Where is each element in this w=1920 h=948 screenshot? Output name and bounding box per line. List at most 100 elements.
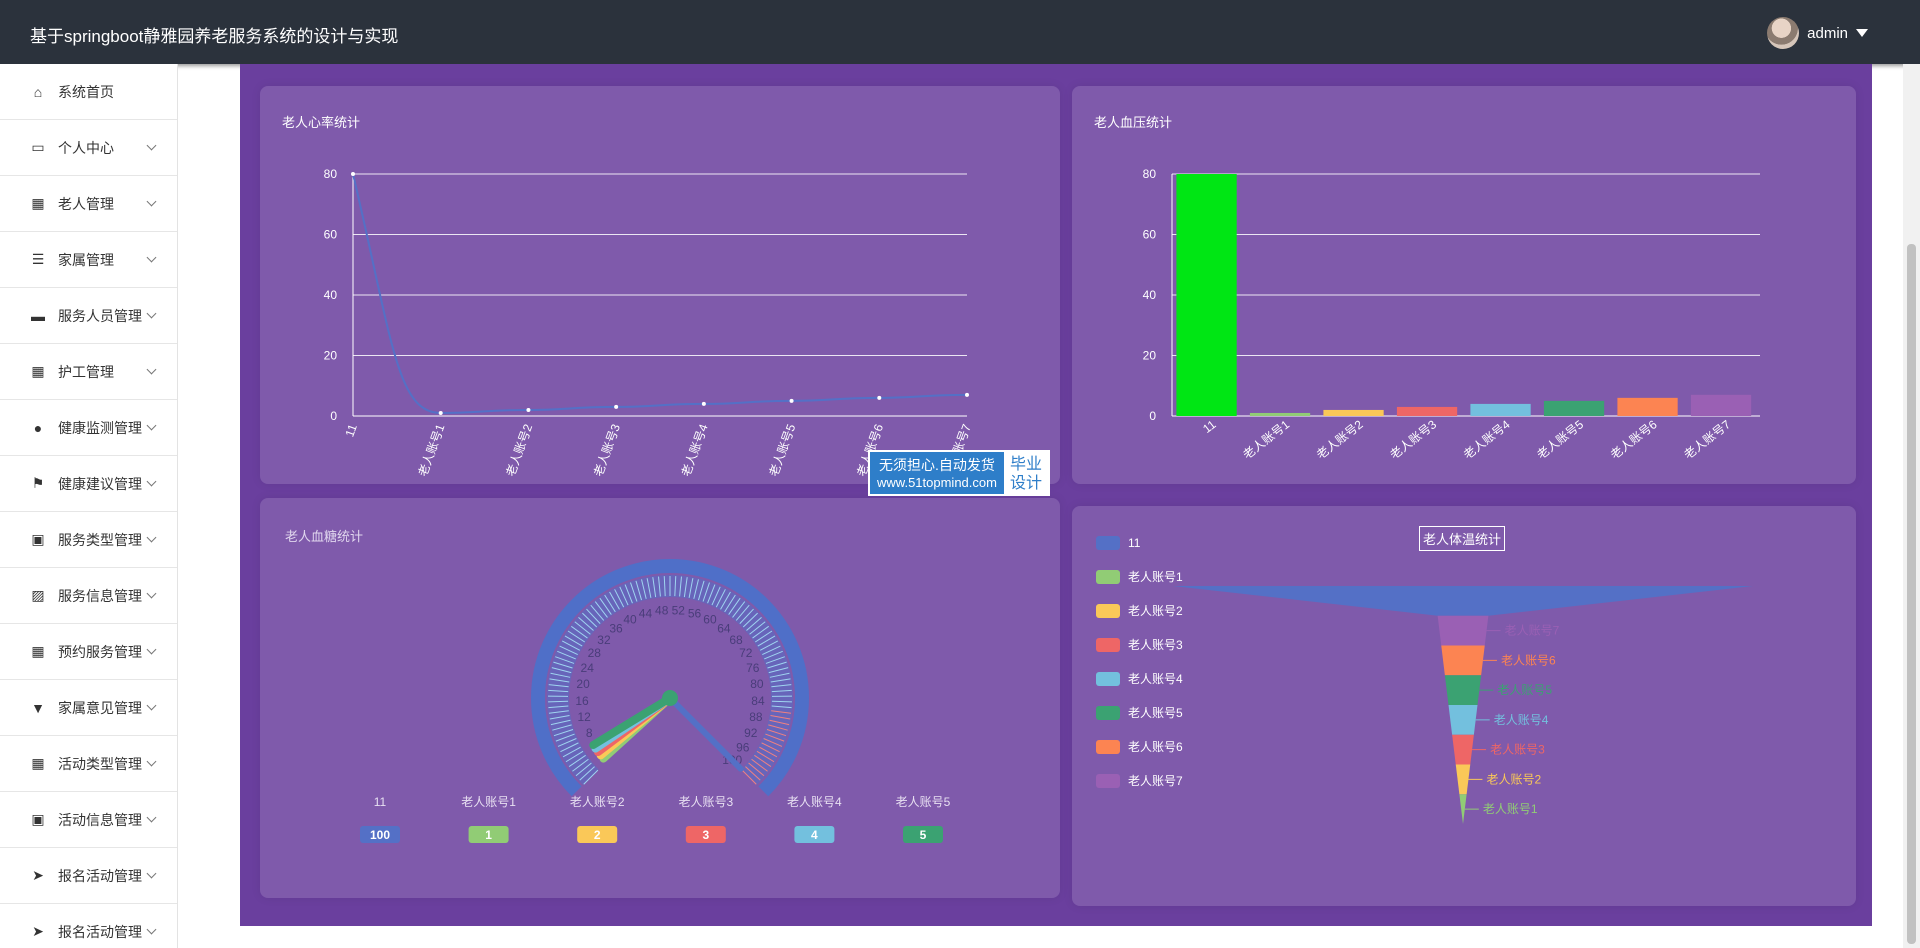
blood-pressure-bar[interactable] xyxy=(1176,174,1237,416)
gauge-tick xyxy=(754,630,773,643)
gauge-tick xyxy=(745,766,761,781)
funnel-legend-label[interactable]: 老人账号5 xyxy=(1128,706,1183,720)
gauge-tick xyxy=(770,678,791,683)
blood-pressure-bar[interactable] xyxy=(1396,406,1458,416)
blood-pressure-bar[interactable] xyxy=(1249,412,1311,416)
blood-pressure-bar[interactable] xyxy=(1617,397,1678,416)
blood-pressure-bar[interactable] xyxy=(1690,394,1752,416)
blood-pressure-xtick-label: 11 xyxy=(1200,417,1219,436)
funnel-legend-swatch[interactable] xyxy=(1096,604,1120,618)
sidebar-item-10[interactable]: ▨ 服务信息管理 xyxy=(0,568,177,624)
funnel-legend-label[interactable]: 老人账号4 xyxy=(1128,672,1183,686)
sidebar-item-12[interactable]: ▼ 家属意见管理 xyxy=(0,680,177,736)
gauge-tick xyxy=(732,601,746,618)
sidebar-item-7[interactable]: ● 健康监测管理 xyxy=(0,400,177,456)
gauge-outer-ring xyxy=(531,559,809,797)
gauge-tick-label: 96 xyxy=(736,740,750,754)
funnel-legend-swatch[interactable] xyxy=(1096,774,1120,788)
funnel-segment[interactable] xyxy=(1448,705,1478,735)
funnel-segment[interactable] xyxy=(1459,794,1467,824)
gauge-tick xyxy=(583,769,599,785)
blood-pressure-xtick-label: 老人账号6 xyxy=(1608,417,1660,462)
gauge-series-name: 11 xyxy=(374,795,387,809)
page-scrollbar[interactable] xyxy=(1903,64,1920,948)
sidebar-item-4[interactable]: ☰ 家属管理 xyxy=(0,232,177,288)
funnel-legend-swatch[interactable] xyxy=(1096,740,1120,754)
funnel-segment[interactable] xyxy=(1437,615,1489,646)
sidebar-item-16[interactable]: ➤ 报名活动管理 xyxy=(0,904,177,948)
chevron-down-icon xyxy=(146,308,157,319)
blood-pressure-xtick-label: 老人账号3 xyxy=(1387,417,1439,462)
heart-rate-ytick-label: 0 xyxy=(330,409,337,423)
sidebar-item-15[interactable]: ➤ 报名活动管理 xyxy=(0,848,177,904)
blood-pressure-bar[interactable] xyxy=(1470,403,1531,416)
heart-rate-ytick-label: 60 xyxy=(324,228,338,242)
chevron-down-icon xyxy=(146,476,157,487)
heart-rate-point[interactable] xyxy=(877,395,882,400)
blood-pressure-xtick-label: 老人账号2 xyxy=(1314,417,1366,462)
heart-rate-point[interactable] xyxy=(526,407,531,412)
gauge-tick xyxy=(769,719,790,726)
gauge-series-name: 老人账号5 xyxy=(896,795,951,809)
sidebar-item-14[interactable]: ▣ 活动信息管理 xyxy=(0,792,177,848)
blood-pressure-bar[interactable] xyxy=(1323,409,1384,416)
heart-rate-point[interactable] xyxy=(701,401,706,406)
chevron-down-icon xyxy=(146,140,157,151)
funnel-legend-swatch[interactable] xyxy=(1096,706,1120,720)
gauge-tick xyxy=(757,635,776,647)
funnel-legend-swatch[interactable] xyxy=(1096,638,1120,652)
username[interactable]: admin xyxy=(1807,24,1848,42)
sidebar-item-5[interactable]: ▬ 服务人员管理 xyxy=(0,288,177,344)
funnel-legend-label[interactable]: 老人账号6 xyxy=(1128,740,1183,754)
gauge-tick-label: 24 xyxy=(581,661,595,675)
heart-rate-panel: 老人心率统计 0 20 40 60 80 11 老人账号1 老人账号2 老人账号3 老人账号4 老人… xyxy=(260,86,1060,484)
heart-rate-point[interactable] xyxy=(438,410,443,415)
gauge-tick xyxy=(575,762,592,777)
sidebar-item-1[interactable]: ⌂ 系统首页 xyxy=(0,64,177,120)
funnel-segment[interactable] xyxy=(1441,645,1485,676)
sidebar-item-2[interactable]: ▭ 个人中心 xyxy=(0,120,177,176)
heart-rate-point[interactable] xyxy=(351,172,355,176)
gauge-pointer xyxy=(589,694,674,750)
send-icon: ➤ xyxy=(32,923,44,939)
funnel-segment[interactable] xyxy=(1173,586,1753,616)
bulb-icon: ● xyxy=(33,419,43,436)
caret-down-icon[interactable] xyxy=(1856,29,1868,37)
chevron-down-icon xyxy=(146,532,157,543)
funnel-segment[interactable] xyxy=(1455,764,1471,795)
heart-rate-point[interactable] xyxy=(965,392,969,397)
funnel-legend-swatch[interactable] xyxy=(1096,672,1120,686)
gauge-tick xyxy=(586,608,601,624)
funnel-legend-swatch[interactable] xyxy=(1096,570,1120,584)
avatar[interactable] xyxy=(1767,17,1800,49)
chevron-down-icon xyxy=(146,812,157,823)
body-temp-title: 老人体温统计 xyxy=(1419,526,1506,551)
funnel-legend-label[interactable]: 老人账号2 xyxy=(1128,604,1183,618)
funnel-legend-label[interactable]: 老人账号1 xyxy=(1128,570,1183,584)
funnel-segment[interactable] xyxy=(1444,675,1482,705)
sidebar-item-13[interactable]: ▦ 活动类型管理 xyxy=(0,736,177,792)
funnel-legend-label[interactable]: 老人账号7 xyxy=(1128,774,1183,788)
scrollbar-thumb[interactable] xyxy=(1907,244,1916,944)
sidebar-item-8[interactable]: ⚑ 健康建议管理 xyxy=(0,456,177,512)
sidebar-item-11[interactable]: ▦ 预约服务管理 xyxy=(0,624,177,680)
heart-rate-point[interactable] xyxy=(789,398,794,403)
heart-rate-series-line xyxy=(352,173,968,414)
gauge-tick xyxy=(557,650,576,660)
funnel-legend-label[interactable]: 老人账号3 xyxy=(1128,638,1183,652)
sidebar-item-9[interactable]: ▣ 服务类型管理 xyxy=(0,512,177,568)
funnel-segment[interactable] xyxy=(1452,734,1474,765)
sidebar-item-3[interactable]: ▦ 老人管理 xyxy=(0,176,177,232)
sidebar-item-6[interactable]: ▦ 护工管理 xyxy=(0,344,177,400)
funnel-segment-label: 老人账号7 xyxy=(1505,624,1560,638)
funnel-segment-label: 老人账号4 xyxy=(1494,713,1549,727)
gauge-tick xyxy=(754,754,772,767)
user-menu[interactable]: admin xyxy=(1767,17,1868,49)
gauge-tick xyxy=(614,589,625,608)
gauge-tick xyxy=(759,640,779,651)
funnel-legend-swatch[interactable] xyxy=(1096,536,1120,550)
funnel-legend-label[interactable]: 11 xyxy=(1128,536,1141,550)
blood-pressure-bar[interactable] xyxy=(1543,400,1605,416)
gauge-tick-label: 8 xyxy=(586,726,593,740)
heart-rate-point[interactable] xyxy=(614,404,619,409)
